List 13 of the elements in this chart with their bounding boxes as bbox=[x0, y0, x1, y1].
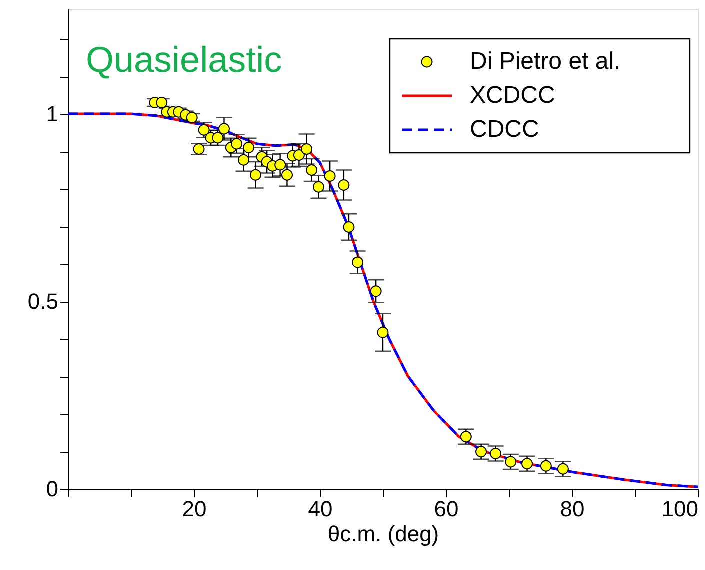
x-tick-label: 40 bbox=[308, 496, 333, 522]
x-tick-label: 80 bbox=[560, 496, 585, 522]
legend-label: CDCC bbox=[470, 116, 540, 143]
x-tick-label: 20 bbox=[182, 496, 207, 522]
y-tick-label: 0 bbox=[46, 476, 58, 502]
y-tick-label: 1 bbox=[46, 102, 58, 126]
x-axis-title: θc.m. (deg) bbox=[328, 522, 440, 546]
x-tick-label: 100 bbox=[662, 496, 698, 522]
x-tick-label: 60 bbox=[434, 496, 459, 522]
legend-label: XCDCC bbox=[470, 82, 556, 109]
legend-label: Di Pietro et al. bbox=[470, 48, 621, 75]
annotation: Quasielastic bbox=[86, 39, 282, 80]
y-tick-label: 0.5 bbox=[28, 289, 58, 314]
